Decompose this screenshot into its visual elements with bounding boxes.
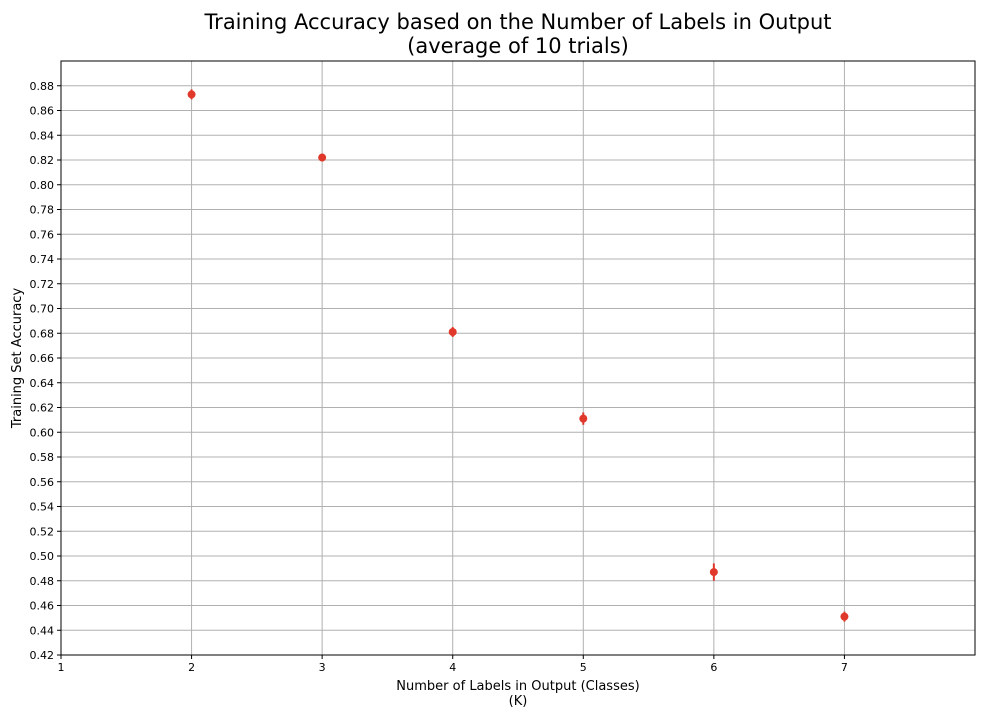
y-tick-label: 0.68: [30, 327, 55, 340]
y-tick-label: 0.84: [30, 129, 55, 142]
y-tick-label: 0.54: [30, 501, 55, 514]
data-point: [709, 568, 718, 577]
y-tick-label: 0.62: [30, 402, 55, 415]
axis-ticks: 0.42 0.44 0.46 0.48 0.50 0.52 0.54 0.56 0.58 0.60…: [30, 80, 848, 674]
data-point: [318, 153, 327, 162]
data-point: [840, 612, 849, 621]
y-tick-label: 0.72: [30, 278, 55, 291]
y-tick-label: 0.78: [30, 204, 55, 217]
y-tick-label: 0.48: [30, 575, 55, 588]
y-tick-label: 0.50: [30, 550, 55, 563]
y-tick-label: 0.74: [30, 253, 55, 266]
y-tick-label: 0.52: [30, 525, 55, 538]
grid-lines: [60, 61, 975, 656]
y-tick-label: 0.86: [30, 105, 55, 118]
y-tick-label: 0.56: [30, 476, 55, 489]
data-point: [579, 414, 588, 423]
x-axis-label: Number of Labels in Output (Classes): [396, 679, 639, 694]
data-point: [448, 328, 457, 337]
y-tick-label: 0.82: [30, 154, 55, 167]
x-tick-label: 7: [841, 661, 848, 674]
x-tick-label: 3: [319, 661, 326, 674]
x-tick-label: 4: [449, 661, 456, 674]
chart-title: Training Accuracy based on the Number of…: [204, 10, 832, 34]
y-tick-label: 0.80: [30, 179, 55, 192]
x-tick-label: 1: [58, 661, 65, 674]
y-tick-label: 0.46: [30, 600, 55, 613]
y-tick-label: 0.42: [30, 649, 55, 662]
y-tick-label: 0.60: [30, 426, 55, 439]
x-tick-label: 5: [580, 661, 587, 674]
x-tick-label: 6: [710, 661, 717, 674]
data-points: [187, 89, 849, 622]
x-axis-label-line2: (K): [509, 694, 528, 709]
x-tick-label: 2: [188, 661, 195, 674]
y-tick-label: 0.70: [30, 303, 55, 316]
y-tick-label: 0.44: [30, 624, 55, 637]
y-tick-label: 0.64: [30, 377, 55, 390]
y-tick-label: 0.58: [30, 451, 55, 464]
y-tick-label: 0.88: [30, 80, 55, 93]
data-point: [187, 90, 196, 99]
y-tick-label: 0.66: [30, 352, 55, 365]
chart-subtitle: (average of 10 trials): [407, 34, 629, 58]
y-tick-label: 0.76: [30, 228, 55, 241]
y-axis-label: Training Set Accuracy: [10, 288, 25, 430]
